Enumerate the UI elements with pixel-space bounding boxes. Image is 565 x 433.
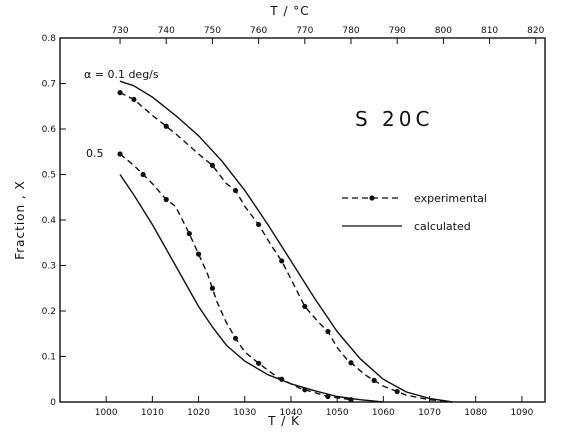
- top-axis-title: T / °C: [269, 4, 309, 18]
- x-tick-label: 1090: [510, 408, 533, 418]
- top-tick-label: 800: [435, 26, 452, 36]
- data-point: [325, 393, 331, 400]
- data-point: [371, 377, 377, 383]
- x-tick-label: 1000: [95, 408, 118, 418]
- y-tick-label: 0.8: [42, 34, 57, 44]
- alpha-rate-label: α = 0.1 deg/s: [84, 68, 159, 81]
- label-layer: T / K T / °C Fraction , X α = 0.1 deg/s …: [13, 4, 487, 428]
- data-point: [117, 151, 123, 157]
- data-point: [163, 196, 169, 203]
- legend-experimental-label: experimental: [414, 192, 487, 205]
- top-tick-label: 790: [389, 26, 406, 36]
- plot-frame: [59, 37, 546, 403]
- data-point: [232, 335, 239, 341]
- top-tick-label: 810: [481, 26, 498, 36]
- legend: experimental calculated: [342, 192, 487, 233]
- data-point: [348, 360, 354, 366]
- y-tick-label: 0.3: [42, 262, 56, 272]
- top-tick-label: 750: [204, 26, 221, 36]
- x-tick-label: 1060: [372, 408, 395, 418]
- x-axis-title: T / K: [267, 414, 300, 428]
- data-point: [279, 258, 285, 264]
- data-point: [140, 171, 146, 178]
- x-tick-label: 1050: [326, 408, 349, 418]
- data-point: [186, 231, 192, 237]
- data-point: [195, 251, 202, 257]
- top-tick-label: 740: [158, 26, 175, 36]
- top-tick-label: 730: [111, 26, 128, 36]
- y-tick-label: 0.4: [42, 216, 57, 226]
- rate-05-label: 0.5: [86, 147, 104, 160]
- series-layer: [117, 80, 453, 403]
- x-tick-label: 1010: [141, 408, 164, 418]
- x-tick-label: 1080: [464, 408, 487, 418]
- data-point: [325, 328, 331, 335]
- data-point: [256, 360, 262, 366]
- top-tick-label: 770: [296, 26, 313, 36]
- data-point: [117, 90, 123, 96]
- data-point: [163, 123, 169, 129]
- y-tick-label: 0.1: [42, 353, 56, 363]
- data-point: [209, 162, 216, 168]
- axes-layer: 1000 1010 1020 1030 1040 1050 1060 1070 1080 1090…: [42, 26, 546, 418]
- y-tick-label: 0.2: [42, 307, 56, 317]
- x-tick-label: 1030: [233, 408, 256, 418]
- calculated-line-rate-0.5: [119, 174, 384, 403]
- x-tick-label: 1040: [279, 408, 302, 418]
- data-point: [131, 96, 137, 103]
- data-point: [232, 187, 239, 194]
- top-tick-label: 780: [342, 26, 359, 36]
- x-tick-label: 1070: [418, 408, 441, 418]
- y-tick-label: 0.7: [42, 80, 56, 90]
- data-point: [209, 285, 216, 291]
- y-axis-title: Fraction , X: [13, 180, 27, 260]
- data-point: [256, 221, 262, 228]
- data-point: [302, 303, 308, 310]
- calculated-line-rate-0.1: [119, 80, 453, 403]
- y-tick-label: 0.6: [42, 125, 57, 135]
- x-tick-label: 1020: [187, 408, 210, 418]
- steel-grade-label: S 20C: [355, 107, 433, 131]
- y-tick-label: 0.5: [42, 171, 56, 181]
- top-tick-label: 820: [527, 26, 544, 36]
- data-point: [394, 388, 400, 395]
- experimental-line-rate-0.1: [119, 91, 453, 403]
- top-tick-label: 760: [250, 26, 267, 36]
- legend-experimental-marker: [369, 195, 375, 201]
- y-tick-label: 0: [50, 398, 56, 408]
- legend-calculated-label: calculated: [414, 220, 471, 233]
